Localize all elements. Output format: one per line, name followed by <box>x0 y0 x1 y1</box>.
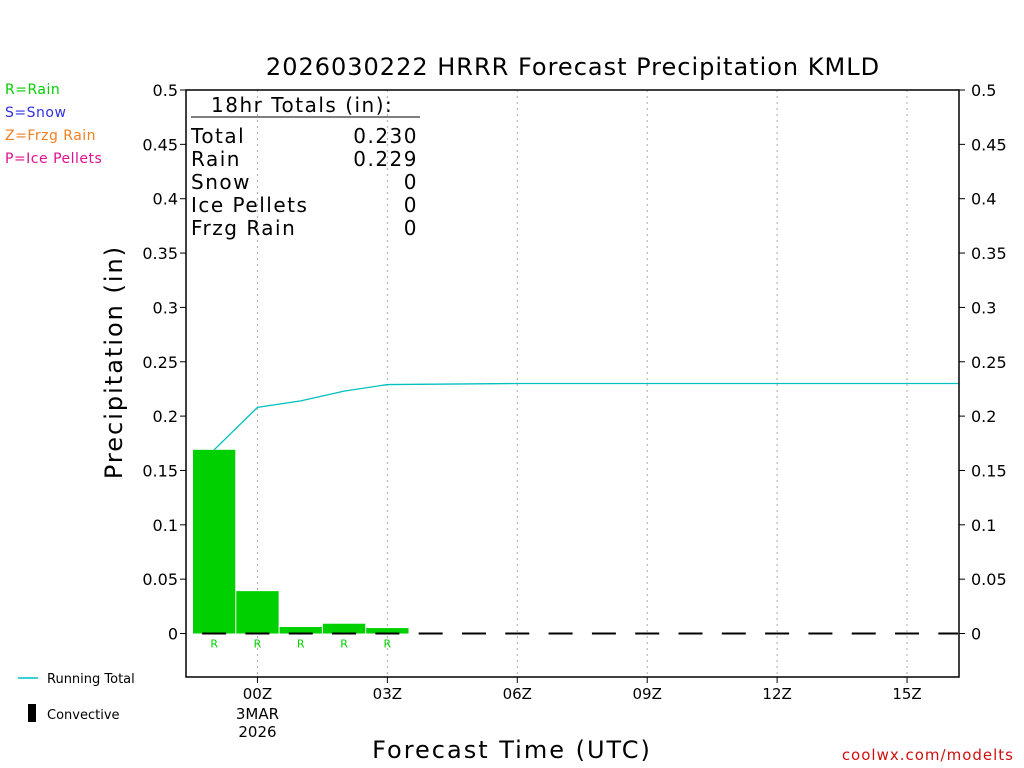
y-tick-label: 0.35 <box>971 244 1007 263</box>
y-tick-label: 0.2 <box>153 407 178 426</box>
y-tick-label: 0.45 <box>142 135 178 154</box>
x-tick-label: 15Z <box>892 685 921 703</box>
totals-row-value: 0 <box>404 216 418 240</box>
precip-type-label: R <box>297 638 305 651</box>
y-tick-label: 0.45 <box>971 135 1007 154</box>
y-tick-label: 0.4 <box>153 190 178 209</box>
x-tick-label: 09Z <box>633 685 662 703</box>
y-tick-label: 0.05 <box>142 570 178 589</box>
precip-bar <box>279 626 322 634</box>
series-legend: Running Total Convective <box>18 672 135 723</box>
y-tick-label: 0.15 <box>971 461 1007 480</box>
x-tick-sublabel: 2026 <box>238 723 276 741</box>
y-tick-label: 0.5 <box>971 81 996 100</box>
totals-rows: Total 0.230 Rain 0.229 Snow 0 Ice Pellets 0 Frzg… <box>190 124 418 240</box>
y-tick-label: 0 <box>971 625 981 644</box>
precip-type-legend-item: S=Snow <box>5 105 67 121</box>
grid-lines <box>256 90 908 677</box>
plot-frame <box>185 89 960 678</box>
y-tick-label: 0.3 <box>153 298 178 317</box>
x-tick-label: 06Z <box>503 685 532 703</box>
y-axis-left: 0 0.05 0.1 0.15 0.2 0.25 0.3 0.35 0.4 0.45 0.5 <box>142 81 186 644</box>
totals-row-label: Total <box>190 124 245 148</box>
y-tick-label: 0.1 <box>971 516 996 535</box>
y-axis-right: 0 0.05 0.1 0.15 0.2 0.25 0.3 0.35 0.4 0.45 0.5 <box>959 81 1007 644</box>
running-total-polyline <box>213 382 959 451</box>
credit-text: coolwx.com/modelts <box>841 746 1014 764</box>
precip-type-label: R <box>254 638 262 651</box>
y-tick-label: 0.25 <box>971 353 1007 372</box>
precip-type-legend-item: R=Rain <box>5 82 61 98</box>
precip-bar <box>366 628 409 634</box>
totals-row-value: 0.229 <box>353 147 418 171</box>
y-tick-label: 0 <box>168 625 178 644</box>
precip-bar <box>236 591 279 634</box>
y-tick-label: 0.35 <box>142 244 178 263</box>
totals-row-label: Frzg Rain <box>191 216 296 240</box>
totals-heading: 18hr Totals (in): <box>211 93 393 117</box>
running-total-line <box>213 382 959 451</box>
y-tick-label: 0.5 <box>153 81 178 100</box>
precip-bar <box>322 623 366 634</box>
precip-type-label: R <box>384 638 392 651</box>
y-tick-label: 0.15 <box>142 461 178 480</box>
y-axis-label: Precipitation (in) <box>100 245 128 479</box>
precip-bars <box>192 449 409 634</box>
convective-legend-label: Convective <box>47 708 120 723</box>
y-tick-label: 0.1 <box>153 516 178 535</box>
totals-row-value: 0 <box>404 170 418 194</box>
y-tick-label: 0.25 <box>142 353 178 372</box>
precip-type-label: R <box>340 638 348 651</box>
chart-title: 2026030222 HRRR Forecast Precipitation K… <box>266 53 880 81</box>
x-tick-label: 03Z <box>373 685 402 703</box>
x-tick-sublabel: 3MAR <box>236 705 279 723</box>
y-tick-label: 0.4 <box>971 190 996 209</box>
x-axis-label: Forecast Time (UTC) <box>372 736 652 764</box>
x-tick-label: 00Z <box>243 685 272 703</box>
x-tick-label: 12Z <box>762 685 791 703</box>
y-tick-label: 0.3 <box>971 298 996 317</box>
totals-row-value: 0 <box>404 193 418 217</box>
totals-row-value: 0.230 <box>353 124 418 148</box>
precip-type-legend-item: Z=Frzg Rain <box>5 128 97 144</box>
y-tick-label: 0.2 <box>971 407 996 426</box>
running-total-legend-label: Running Total <box>47 672 135 687</box>
totals-row-label: Rain <box>191 147 241 171</box>
totals-row-label: Snow <box>191 170 251 194</box>
precip-type-label: R <box>210 638 218 651</box>
totals-row-label: Ice Pellets <box>191 193 308 217</box>
convective-legend-swatch <box>28 704 36 722</box>
y-tick-label: 0.05 <box>971 570 1007 589</box>
precip-type-legend-item: P=Ice Pellets <box>5 151 103 167</box>
precip-bar <box>192 449 236 634</box>
totals-box: 18hr Totals (in): Total 0.230 Rain 0.229 Sno… <box>190 93 420 240</box>
